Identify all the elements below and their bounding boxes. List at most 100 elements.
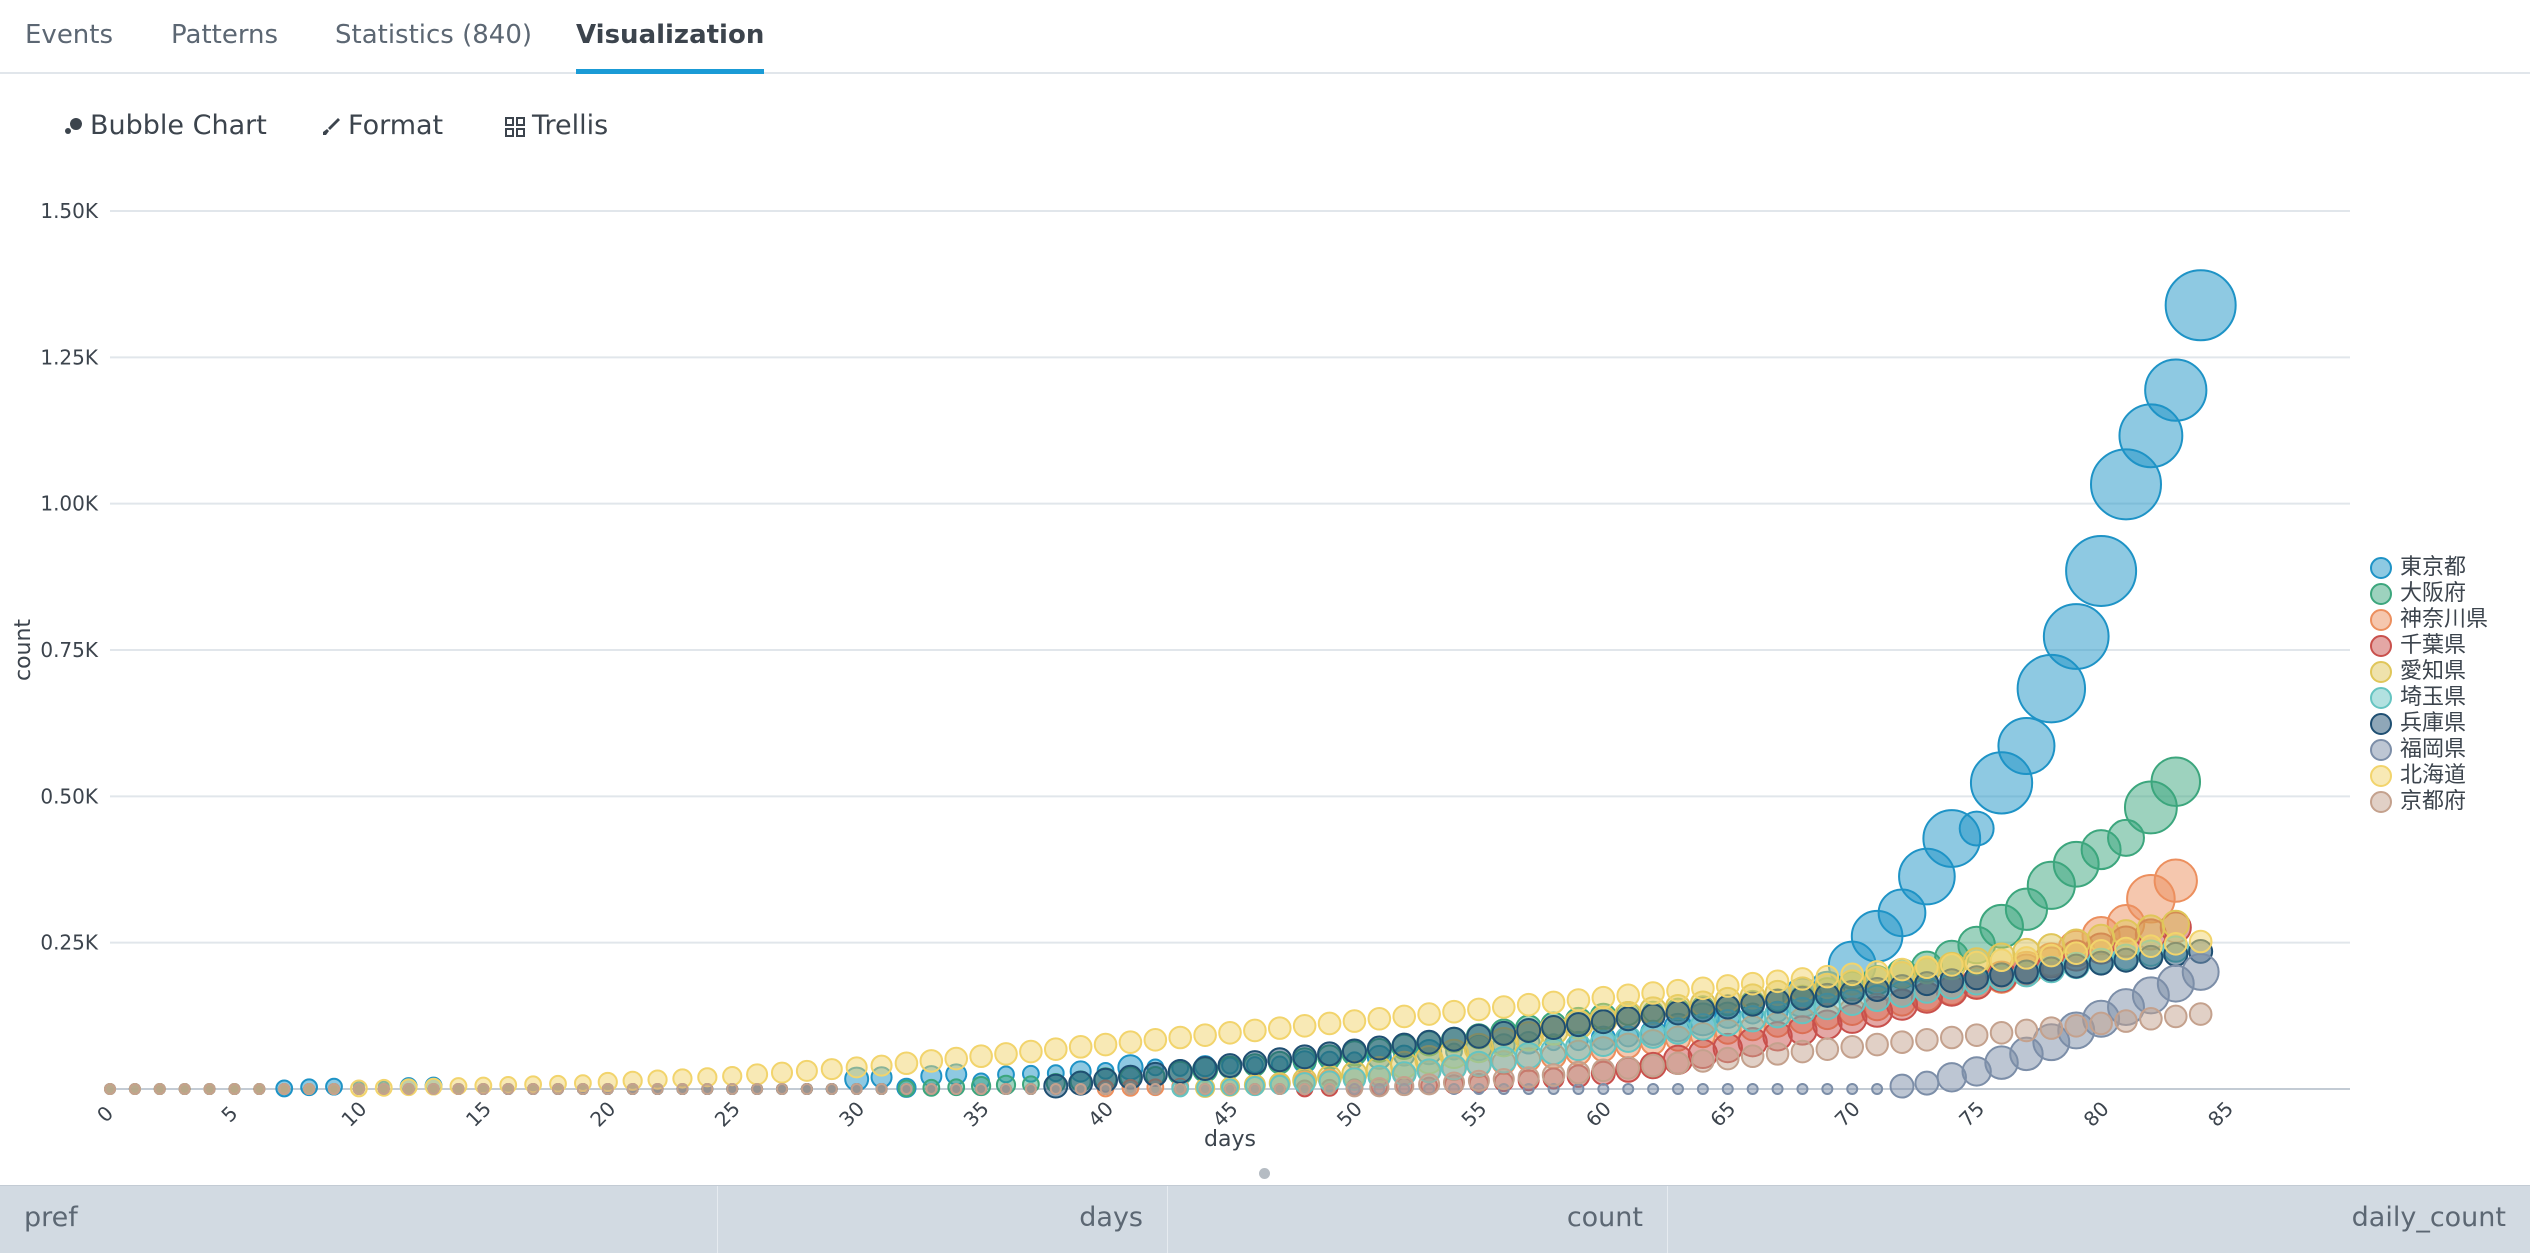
bubble-point[interactable]	[1491, 995, 1516, 1019]
bubble-point[interactable]	[1715, 1046, 1740, 1071]
bubble-point[interactable]	[1541, 990, 1566, 1015]
bubble-point[interactable]	[1317, 1041, 1343, 1067]
bubble-point[interactable]	[1989, 948, 2014, 973]
bubble-point[interactable]	[1149, 1083, 1162, 1095]
bubble-point[interactable]	[1889, 1073, 1915, 1099]
tab-visualization[interactable]: Visualization	[576, 0, 765, 74]
bubble-point[interactable]	[1572, 1083, 1585, 1095]
bubble-point[interactable]	[975, 1083, 988, 1095]
bubble-point[interactable]	[726, 1083, 739, 1095]
bubble-point[interactable]	[1771, 1083, 1784, 1095]
bubble-point[interactable]	[1467, 1069, 1490, 1092]
legend-item[interactable]: 神奈川県	[2370, 607, 2488, 633]
bubble-point[interactable]	[969, 1044, 993, 1069]
bubble-point[interactable]	[253, 1083, 266, 1095]
bubble-point[interactable]	[104, 1083, 116, 1095]
bubble-point[interactable]	[1666, 1051, 1690, 1076]
bubble-point[interactable]	[1740, 971, 1765, 996]
bubble-point[interactable]	[1466, 1023, 1492, 1049]
bubble-point[interactable]	[1491, 1020, 1517, 1046]
bubble-point[interactable]	[1392, 1004, 1417, 1029]
bubble-point[interactable]	[2181, 952, 2220, 991]
bubble-point[interactable]	[1224, 1083, 1236, 1095]
bubble-point[interactable]	[1915, 1028, 1939, 1052]
bubble-point[interactable]	[601, 1083, 614, 1095]
bubble-point[interactable]	[1000, 1083, 1012, 1095]
tab-events[interactable]: Events	[25, 20, 114, 50]
bubble-point[interactable]	[944, 1046, 969, 1071]
resize-handle[interactable]	[1259, 1168, 1270, 1179]
bubble-point[interactable]	[776, 1083, 788, 1095]
bubble-point[interactable]	[1019, 1039, 1043, 1064]
bubble-point[interactable]	[1516, 1017, 1542, 1043]
bubble-point[interactable]	[1394, 1075, 1415, 1097]
bubble-point[interactable]	[128, 1083, 141, 1095]
bubble-point[interactable]	[1936, 1062, 1967, 1093]
bubble-point[interactable]	[1418, 1073, 1441, 1096]
bubble-point[interactable]	[1093, 1032, 1118, 1057]
bubble-point[interactable]	[1765, 1042, 1790, 1066]
bubble-point[interactable]	[1815, 1037, 1840, 1061]
bubble-point[interactable]	[1369, 1077, 1390, 1098]
bubble-point[interactable]	[1192, 1056, 1218, 1081]
bubble-point[interactable]	[2039, 943, 2064, 968]
bubble-point[interactable]	[1118, 1030, 1143, 1054]
bubble-point[interactable]	[1417, 1002, 1441, 1026]
bubble-point[interactable]	[1492, 1068, 1515, 1091]
bubble-point[interactable]	[1939, 1025, 1964, 1050]
bubble-point[interactable]	[1964, 1023, 1989, 1047]
legend-item[interactable]: 兵庫県	[2370, 711, 2488, 737]
bubble-point[interactable]	[1958, 810, 1995, 847]
bubble-point[interactable]	[1641, 1053, 1665, 1078]
bubble-point[interactable]	[1345, 1079, 1364, 1098]
bubble-point[interactable]	[477, 1083, 490, 1095]
bubble-point[interactable]	[1821, 1083, 1834, 1095]
bubble-point[interactable]	[651, 1083, 664, 1095]
bubble-point[interactable]	[1068, 1035, 1093, 1059]
bubble-point[interactable]	[278, 1083, 291, 1095]
column-header-count[interactable]: count	[1168, 1186, 1668, 1253]
bubble-point[interactable]	[1248, 1083, 1261, 1095]
legend-item[interactable]: 愛知県	[2370, 659, 2488, 685]
bubble-point[interactable]	[502, 1083, 515, 1095]
bubble-point[interactable]	[1292, 1044, 1318, 1070]
bubble-point[interactable]	[1442, 1071, 1466, 1094]
bubble-point[interactable]	[1865, 1032, 1889, 1057]
bubble-point[interactable]	[626, 1083, 639, 1095]
bubble-point[interactable]	[1391, 1032, 1417, 1058]
bubble-point[interactable]	[1242, 1050, 1268, 1076]
bubble-point[interactable]	[1690, 997, 1716, 1023]
bubble-point[interactable]	[1615, 1006, 1641, 1032]
bubble-point[interactable]	[925, 1083, 938, 1095]
bubble-point[interactable]	[552, 1083, 564, 1095]
bubble-point[interactable]	[228, 1083, 241, 1095]
bubble-point[interactable]	[1024, 1083, 1037, 1095]
bubble-point[interactable]	[2163, 932, 2188, 956]
bubble-point[interactable]	[2139, 934, 2163, 958]
bubble-point[interactable]	[820, 1058, 843, 1081]
bubble-point[interactable]	[751, 1083, 764, 1095]
bubble-point[interactable]	[1715, 994, 1741, 1020]
legend-item[interactable]: 京都府	[2370, 789, 2488, 815]
bubble-point[interactable]	[1865, 960, 1889, 984]
legend-item[interactable]: 北海道	[2370, 763, 2488, 789]
bubble-point[interactable]	[1721, 1083, 1734, 1095]
bubble-point[interactable]	[1167, 1058, 1193, 1084]
bubble-point[interactable]	[770, 1061, 794, 1084]
bubble-point[interactable]	[1589, 1029, 1618, 1058]
bubble-point[interactable]	[1142, 1061, 1168, 1087]
bubble-point[interactable]	[1539, 1037, 1568, 1066]
bubble-point[interactable]	[576, 1083, 589, 1095]
bubble-point[interactable]	[2089, 1011, 2113, 1036]
bubble-point[interactable]	[1666, 978, 1690, 1003]
legend-item[interactable]: 大阪府	[2370, 581, 2488, 607]
bubble-point[interactable]	[402, 1083, 415, 1095]
tab-patterns[interactable]: Patterns	[171, 20, 279, 50]
legend-item[interactable]: 埼玉県	[2370, 685, 2488, 711]
bubble-point[interactable]	[900, 1083, 913, 1095]
legend-item[interactable]: 東京都	[2370, 555, 2488, 581]
bubble-point[interactable]	[1541, 1015, 1567, 1041]
bubble-point[interactable]	[1566, 988, 1591, 1012]
bubble-point[interactable]	[2188, 929, 2213, 954]
column-header-daily-count[interactable]: daily_count	[2351, 1202, 2506, 1233]
